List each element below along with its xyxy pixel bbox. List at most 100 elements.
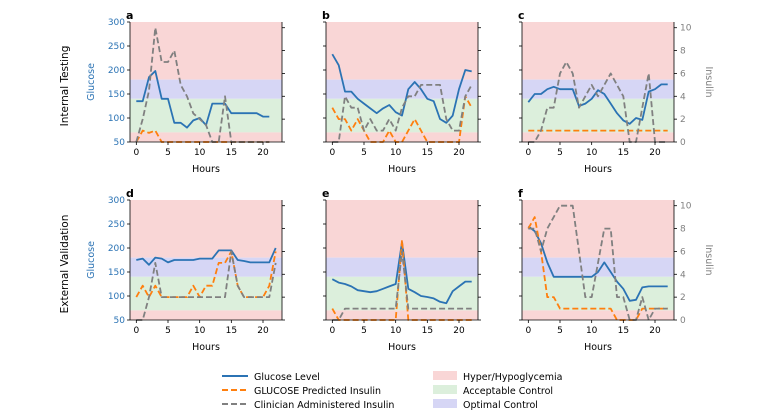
legend: Glucose Level GLUCOSE Predicted Insulin … <box>222 371 562 411</box>
series-clinician-line <box>136 250 277 321</box>
band-hyper-lower <box>130 132 282 142</box>
band-optimal <box>130 79 282 99</box>
x-tick-label: 20 <box>453 326 465 336</box>
x-tick-label: 15 <box>226 326 237 336</box>
legend-glucose-label: Glucose Level <box>254 372 320 383</box>
x-tick-label: 10 <box>194 148 206 158</box>
x-tick-label: 0 <box>133 326 139 336</box>
x-tick-label: 0 <box>329 148 335 158</box>
series-glucose-line <box>527 225 668 302</box>
band-hyper-lower <box>326 310 478 320</box>
y2-tick-label: 6 <box>680 247 686 257</box>
y-tick-label: 50 <box>114 316 126 326</box>
glucose-axis-label: Glucose <box>86 241 97 279</box>
y-tick-label: 150 <box>108 90 125 100</box>
insulin-axis-label: Insulin <box>703 244 714 275</box>
y-tick-label: 100 <box>108 292 125 302</box>
x-tick-label: 0 <box>329 326 335 336</box>
legend-optimal-label: Optimal Control <box>463 400 538 411</box>
series-predicted-line <box>527 216 668 321</box>
x-axis-label: Hours <box>192 342 220 353</box>
band-acceptable <box>130 276 282 311</box>
y-tick-label: 200 <box>108 66 125 76</box>
x-tick-label: 0 <box>525 326 531 336</box>
y-tick-label: 250 <box>108 42 125 52</box>
legend-hyper-swatch <box>433 371 457 380</box>
x-tick-label: 20 <box>257 326 269 336</box>
x-tick-label: 0 <box>525 148 531 158</box>
series-glucose-line <box>136 70 270 129</box>
series-clinician-line <box>528 204 668 321</box>
insulin-axis-label: Insulin <box>703 66 714 97</box>
band-optimal <box>326 79 478 99</box>
x-tick-label: 5 <box>165 148 171 158</box>
series-glucose-line <box>331 53 472 124</box>
y2-tick-label: 10 <box>680 24 692 34</box>
band-acceptable <box>522 276 674 311</box>
y2-tick-label: 8 <box>680 47 686 57</box>
x-tick-label: 5 <box>361 148 367 158</box>
band-optimal <box>326 257 478 277</box>
row-label-external: External Validation <box>59 215 71 314</box>
legend-predicted-label: GLUCOSE Predicted Insulin <box>254 386 381 397</box>
band-hyper-lower <box>522 310 674 320</box>
series-predicted-line <box>135 250 277 299</box>
x-tick-label: 20 <box>649 148 661 158</box>
band-acceptable <box>522 98 674 133</box>
panel-letter: c <box>518 9 525 22</box>
y-tick-label: 200 <box>108 244 125 254</box>
x-axis-label: Hours <box>192 164 220 175</box>
legend-clinician-label: Clinician Administered Insulin <box>254 400 394 411</box>
band-hyper-lower <box>326 132 478 142</box>
x-tick-label: 20 <box>257 148 269 158</box>
glucose-axis-label: Glucose <box>86 63 97 101</box>
x-tick-label: 10 <box>194 326 206 336</box>
panel-f: 0 2 4 6 8 10 0 5 10 15 20 Hours f Insulin <box>518 187 714 353</box>
x-axis-label: Hours <box>388 164 416 175</box>
x-tick-label: 0 <box>133 148 139 158</box>
y2-tick-label: 2 <box>680 115 686 125</box>
y2-tick-label: 0 <box>680 316 686 326</box>
band-hyper-upper <box>522 200 674 258</box>
x-tick-label: 15 <box>422 148 433 158</box>
x-tick-label: 20 <box>649 326 661 336</box>
panel-b: 0 5 10 15 20 Hours b <box>322 9 481 175</box>
legend-optimal-swatch <box>433 399 457 408</box>
panel-letter: a <box>126 9 133 22</box>
panel-a: 50 100 150 200 250 300 0 5 10 15 20 Hours a Glucose <box>86 9 285 175</box>
panel-d: 50 100 150 200 250 300 0 5 10 15 20 Hours d Glucose <box>86 187 285 353</box>
x-tick-label: 15 <box>618 326 629 336</box>
band-hyper-upper <box>522 22 674 80</box>
band-hyper-upper <box>326 200 478 258</box>
y2-tick-label: 10 <box>680 202 692 212</box>
x-tick-label: 15 <box>618 148 629 158</box>
x-tick-label: 15 <box>226 148 237 158</box>
series-glucose-line <box>136 247 277 266</box>
series-glucose-line <box>527 83 668 125</box>
band-acceptable <box>326 276 478 311</box>
band-hyper-lower <box>522 132 674 142</box>
y-tick-label: 100 <box>108 114 125 124</box>
x-tick-label: 10 <box>390 148 402 158</box>
y2-tick-label: 4 <box>680 270 686 280</box>
y2-tick-label: 0 <box>680 138 686 148</box>
x-tick-label: 15 <box>422 326 433 336</box>
legend-hyper-label: Hyper/Hypoglycemia <box>463 372 562 383</box>
y-tick-label: 300 <box>108 196 125 206</box>
panel-letter: f <box>518 187 523 200</box>
y2-tick-label: 6 <box>680 69 686 79</box>
legend-acceptable-label: Acceptable Control <box>463 386 553 397</box>
band-hyper-upper <box>326 22 478 80</box>
y-tick-label: 50 <box>114 138 126 148</box>
band-hyper-upper <box>130 200 282 258</box>
y-tick-label: 300 <box>108 18 125 28</box>
x-axis-label: Hours <box>584 164 612 175</box>
x-tick-label: 5 <box>361 326 367 336</box>
x-tick-label: 10 <box>390 326 402 336</box>
legend-acceptable-swatch <box>433 385 457 394</box>
y2-tick-label: 8 <box>680 225 686 235</box>
panel-letter: b <box>322 9 330 22</box>
x-tick-label: 5 <box>165 326 171 336</box>
